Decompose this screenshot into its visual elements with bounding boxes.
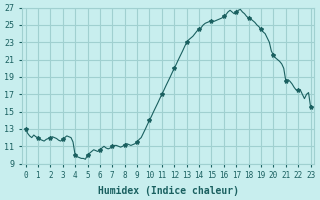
X-axis label: Humidex (Indice chaleur): Humidex (Indice chaleur) (98, 186, 239, 196)
